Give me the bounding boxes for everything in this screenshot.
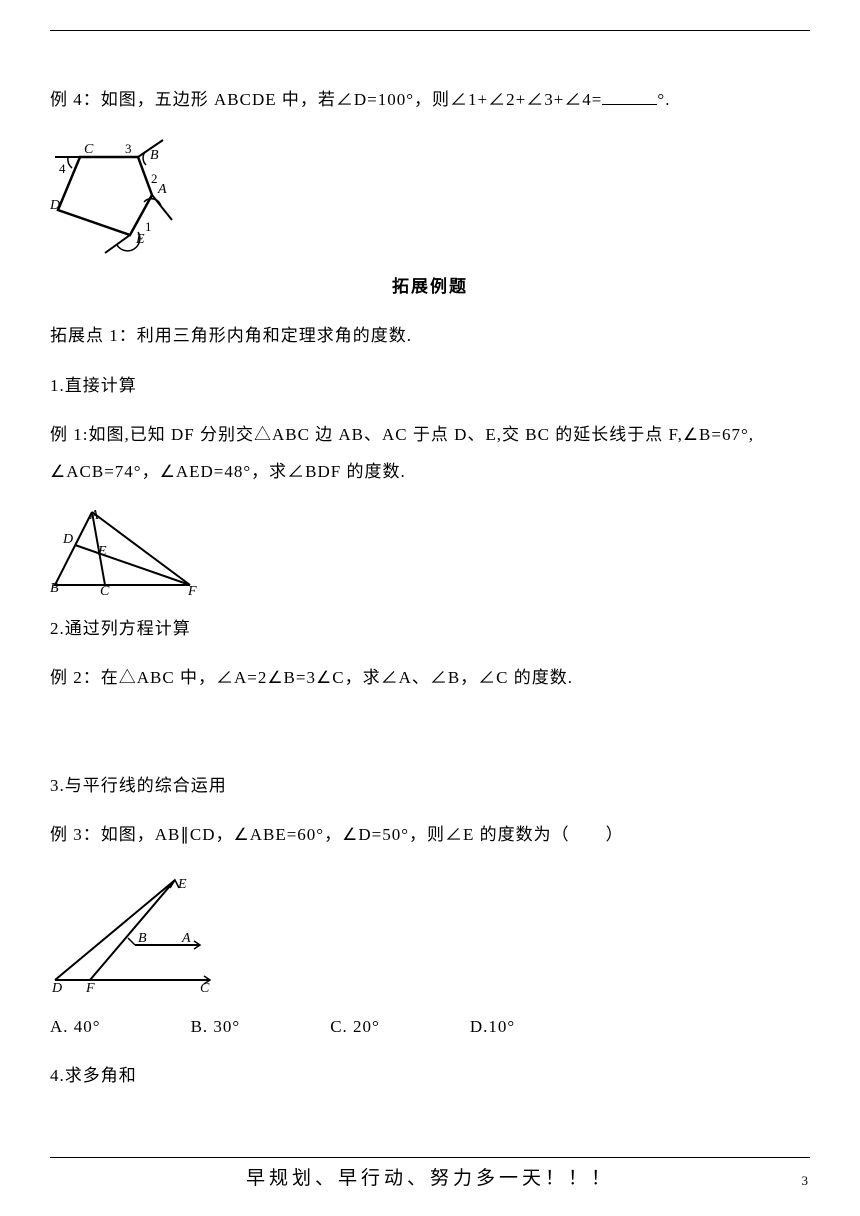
page-footer: 早规划、早行动、努力多一天！！！ (0, 1157, 860, 1194)
figure-pentagon: C B A E D 3 4 2 1 (50, 135, 810, 255)
label-B3: B (138, 931, 147, 946)
label-E3: E (177, 877, 187, 892)
label-3: 3 (125, 141, 132, 156)
label-1: 1 (145, 219, 152, 234)
label-4: 4 (59, 161, 66, 176)
label-D3: D (51, 981, 62, 995)
example-1-line2: ∠ACB=74°，∠AED=48°，求∠BDF 的度数. (50, 458, 810, 485)
item-3-title: 3.与平行线的综合运用 (50, 772, 810, 799)
page-number: 3 (802, 1171, 809, 1192)
item-4-title: 4.求多角和 (50, 1062, 810, 1089)
choice-a: A. 40° (50, 1013, 101, 1040)
figure-triangle-1: A B C F D E (50, 507, 810, 597)
choice-row: A. 40° B. 30° C. 20° D.10° (50, 1013, 810, 1040)
choice-c: C. 20° (330, 1013, 380, 1040)
label-B: B (150, 148, 159, 163)
figure-parallel-lines: E B A D F C (50, 870, 810, 995)
label-A3: A (181, 931, 191, 946)
label-C2: C (100, 584, 110, 597)
label-B2: B (50, 581, 59, 596)
label-F3: F (85, 981, 95, 995)
label-A2: A (89, 508, 99, 523)
label-D: D (50, 198, 60, 213)
section-title: 拓展例题 (50, 273, 810, 300)
label-D2: D (62, 532, 73, 547)
footer-text: 早规划、早行动、努力多一天！！！ (246, 1168, 614, 1189)
item-1-title: 1.直接计算 (50, 372, 810, 399)
label-E2: E (97, 544, 107, 559)
choice-b: B. 30° (191, 1013, 241, 1040)
label-F2: F (187, 584, 197, 597)
example-4-unit: °. (657, 90, 670, 109)
label-E: E (135, 232, 145, 247)
label-A: A (157, 182, 167, 197)
example-4-text: 例 4：如图，五边形 ABCDE 中，若∠D=100°，则∠1+∠2+∠3+∠4… (50, 86, 810, 113)
label-C: C (84, 142, 94, 157)
label-2: 2 (151, 171, 158, 186)
example-1-line1: 例 1:如图,已知 DF 分别交△ABC 边 AB、AC 于点 D、E,交 BC… (50, 421, 810, 448)
example-2: 例 2：在△ABC 中，∠A=2∠B=3∠C，求∠A、∠B，∠C 的度数. (50, 664, 810, 691)
footer-rule (50, 1157, 810, 1158)
blank-underline (602, 88, 657, 105)
subpoint-1: 拓展点 1：利用三角形内角和定理求角的度数. (50, 322, 810, 349)
label-C3: C (200, 981, 210, 995)
example-3: 例 3：如图，AB∥CD，∠ABE=60°，∠D=50°，则∠E 的度数为（ ） (50, 821, 810, 848)
item-2-title: 2.通过列方程计算 (50, 615, 810, 642)
example-4-body: 例 4：如图，五边形 ABCDE 中，若∠D=100°，则∠1+∠2+∠3+∠4… (50, 90, 602, 109)
choice-d: D.10° (470, 1013, 515, 1040)
top-rule (50, 30, 810, 31)
